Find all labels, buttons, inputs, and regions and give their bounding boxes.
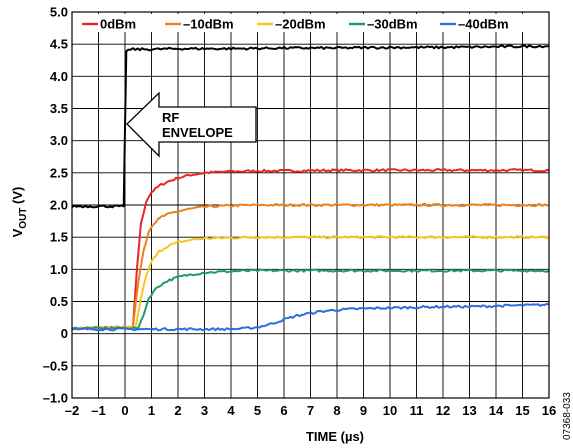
series-line-10dBm	[71, 203, 550, 331]
legend-label: –30dBm	[367, 17, 418, 32]
legend-label: –20dBm	[275, 17, 326, 32]
y-tick-label: –0.5	[43, 358, 68, 373]
x-axis-title: TIME (µs)	[306, 429, 364, 444]
x-tick-label: 4	[227, 403, 235, 418]
x-tick-label: 14	[489, 403, 504, 418]
legend-label: –10dBm	[183, 17, 234, 32]
y-tick-labels: –1.0 –0.5 0 0.5 1.0 1.5 2.0 2.5 3.0 3.5 4.0 4.5 5.0	[43, 5, 68, 406]
x-tick-label: 3	[201, 403, 208, 418]
series-line-0dBm	[71, 168, 550, 331]
y-tick-label: 4.5	[50, 37, 68, 52]
legend-background	[76, 14, 546, 32]
y-tick-label: 4.0	[50, 69, 68, 84]
series-layer	[71, 44, 550, 332]
y-tick-label: 1.0	[50, 262, 68, 277]
y-axis-title-main: V	[10, 228, 25, 237]
x-tick-label: 12	[436, 403, 450, 418]
series-line-40dBm	[71, 302, 550, 332]
x-tick-label: 10	[383, 403, 397, 418]
series-line-20dBm	[71, 235, 550, 331]
y-tick-label: 5.0	[50, 5, 68, 20]
y-tick-label: 0.5	[50, 294, 68, 309]
figure-id: 07368-033	[562, 392, 573, 440]
y-tick-label: 2.0	[50, 198, 68, 213]
annotation-line-1: RF	[162, 110, 179, 125]
y-tick-label: 0	[61, 326, 68, 341]
x-tick-label: 11	[410, 403, 424, 418]
x-tick-label: 5	[254, 403, 261, 418]
left-arrow-icon	[126, 91, 257, 158]
x-tick-label: –1	[91, 403, 105, 418]
y-tick-label: 3.5	[50, 101, 68, 116]
y-tick-label: 3.0	[50, 133, 68, 148]
x-tick-label: 8	[333, 403, 340, 418]
x-tick-label: 2	[174, 403, 181, 418]
y-tick-label: 2.5	[50, 165, 68, 180]
x-tick-label: 1	[148, 403, 155, 418]
x-tick-label: 9	[360, 403, 367, 418]
y-axis-title-unit: (V)	[10, 187, 25, 208]
legend: 0dBm –10dBm –20dBm –30dBm –40dBm	[76, 14, 546, 32]
y-axis-title: VOUT (V)	[10, 187, 29, 238]
plot-frame	[71, 11, 550, 399]
x-tick-labels: –2 –1 0 1 2 3 4 5 6 7 8 9 10 11 12 13 14 15 16	[65, 403, 556, 418]
x-tick-label: 15	[515, 403, 529, 418]
rf-envelope-annotation: RF ENVELOPE	[126, 91, 257, 158]
annotation-line-2: ENVELOPE	[162, 125, 233, 140]
x-tick-label: 13	[462, 403, 476, 418]
x-tick-label: 0	[121, 403, 128, 418]
series-line-30dBm	[71, 268, 550, 331]
x-tick-label: 6	[280, 403, 287, 418]
y-tick-label: 1.5	[50, 230, 68, 245]
series-line-rf-envelope	[71, 44, 550, 209]
legend-label: –40dBm	[458, 17, 509, 32]
y-axis-title-sub: OUT	[18, 208, 29, 229]
x-tick-label: 7	[307, 403, 314, 418]
x-tick-label: –2	[65, 403, 79, 418]
legend-label: 0dBm	[100, 17, 136, 32]
x-tick-label: 16	[542, 403, 556, 418]
y-tick-label: –1.0	[43, 391, 68, 406]
